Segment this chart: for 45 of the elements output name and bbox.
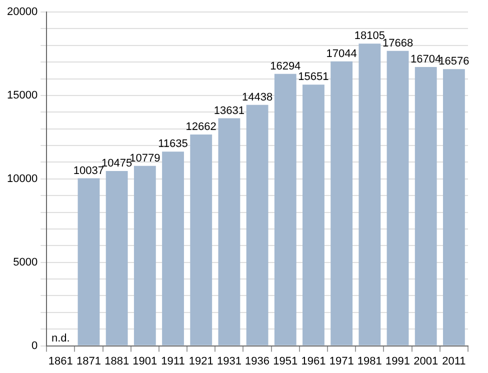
data-label: 14438: [242, 91, 273, 104]
bar: [442, 69, 465, 346]
x-tick-label: 1961: [301, 355, 326, 368]
data-label: 13631: [214, 104, 244, 117]
bar: [246, 104, 268, 346]
x-tick-label: 1951: [273, 355, 298, 368]
text: n.d.: [51, 332, 70, 344]
data-label: 15651: [298, 71, 329, 84]
x-tick-label: 1911: [161, 355, 185, 368]
y-tick-label: 10000: [6, 172, 38, 185]
x-tick-label: 1931: [216, 355, 242, 368]
data-label: 11635: [158, 138, 188, 150]
x-tick-label: 1871: [76, 355, 101, 368]
x-tick-label: 1991: [386, 355, 410, 368]
x-tick-label: 1921: [188, 355, 214, 368]
data-label: 10037: [73, 164, 104, 177]
x-tick-label: 1861: [48, 355, 73, 368]
data-label: 16294: [270, 60, 301, 72]
y-tick-label: 20000: [6, 6, 38, 18]
bar: [218, 118, 240, 346]
y-tick-label: 15000: [6, 89, 38, 102]
x-tick-label: 2011: [442, 355, 466, 368]
bar: [134, 166, 156, 346]
x-tick-label: 1901: [132, 355, 158, 368]
bar: [330, 61, 353, 346]
data-label: 12662: [186, 121, 216, 133]
bar: [386, 50, 409, 346]
bar: [274, 74, 296, 346]
y-tick-label: 5000: [13, 256, 38, 268]
data-label: 18105: [354, 30, 385, 42]
x-tick-label: 1936: [245, 355, 270, 368]
x-tick-label: 1981: [357, 355, 382, 368]
data-label: 17044: [326, 48, 357, 60]
x-tick-label: 1971: [329, 355, 354, 368]
y-tick-label: 0: [31, 340, 38, 352]
x-tick-label: 2001: [414, 355, 438, 368]
bar: [106, 170, 128, 346]
bar: [358, 44, 381, 346]
bar: [414, 67, 437, 346]
bar: [162, 152, 184, 346]
bar: [302, 84, 324, 346]
x-tick-label: 1881: [104, 355, 130, 368]
data-label: 16576: [438, 56, 470, 68]
bar: [78, 178, 100, 346]
bar: [190, 134, 212, 346]
